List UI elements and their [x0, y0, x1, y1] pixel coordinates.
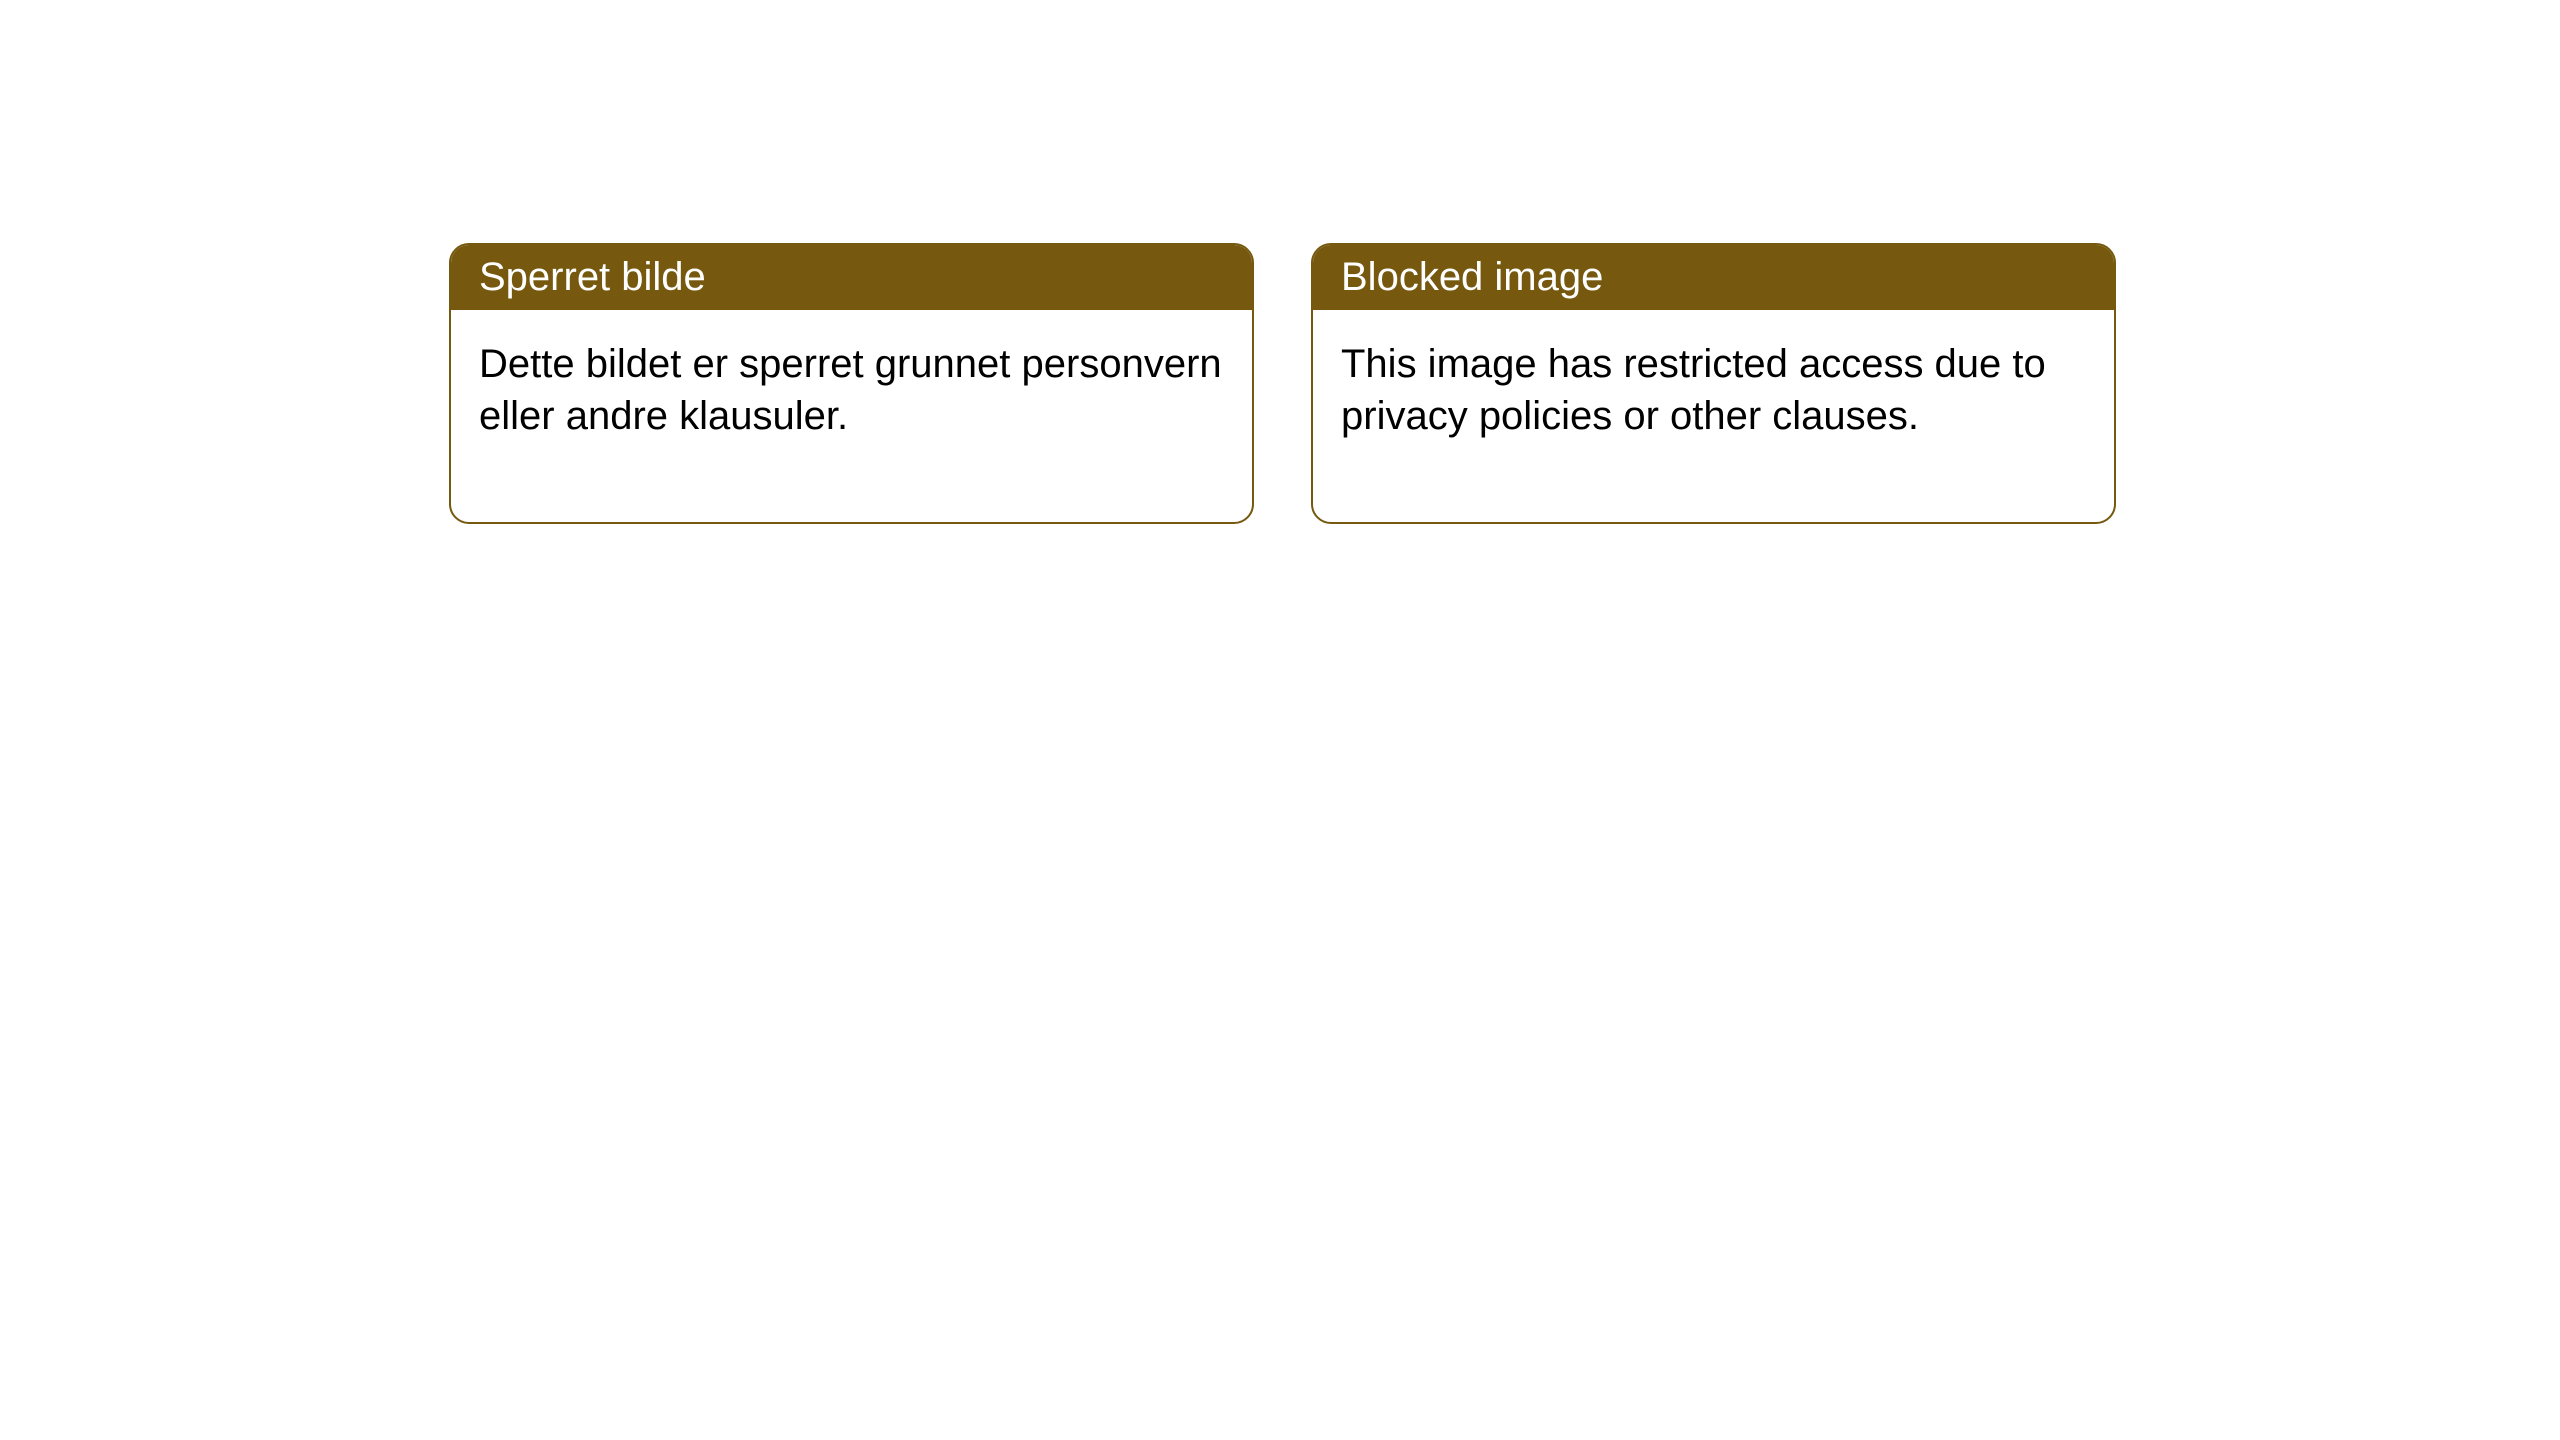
notice-card-norwegian: Sperret bilde Dette bildet er sperret gr… — [449, 243, 1254, 524]
card-body-text: This image has restricted access due to … — [1341, 342, 2046, 438]
card-title: Sperret bilde — [479, 255, 706, 299]
card-body: Dette bildet er sperret grunnet personve… — [451, 310, 1252, 522]
card-header: Sperret bilde — [451, 245, 1252, 310]
notice-container: Sperret bilde Dette bildet er sperret gr… — [449, 243, 2116, 524]
card-body: This image has restricted access due to … — [1313, 310, 2114, 522]
card-body-text: Dette bildet er sperret grunnet personve… — [479, 342, 1222, 438]
card-title: Blocked image — [1341, 255, 1603, 299]
card-header: Blocked image — [1313, 245, 2114, 310]
notice-card-english: Blocked image This image has restricted … — [1311, 243, 2116, 524]
